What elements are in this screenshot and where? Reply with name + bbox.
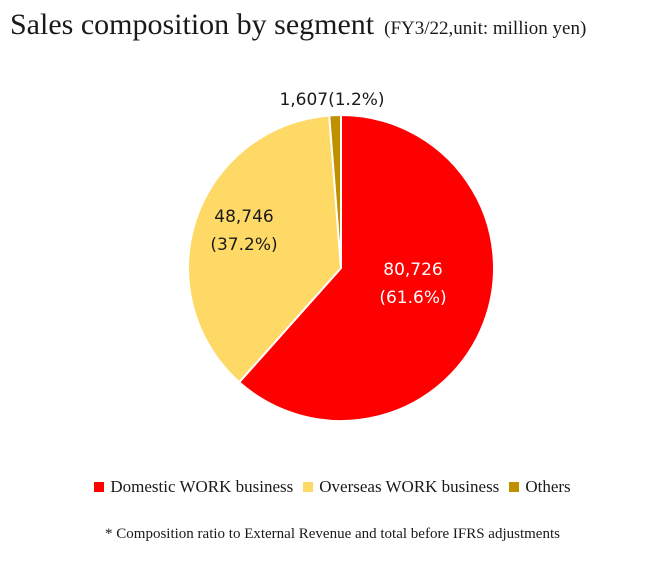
data-label-overseas-value: 48,746 <box>214 207 273 227</box>
legend-swatch-overseas <box>303 482 314 492</box>
legend-item-domestic: Domestic WORK business <box>94 477 293 497</box>
legend-swatch-others <box>509 482 520 492</box>
legend-item-overseas: Overseas WORK business <box>303 477 499 497</box>
data-label-overseas-percent: (37.2%) <box>210 235 277 255</box>
pie-slice-overseas <box>187 114 343 384</box>
chart-title: Sales composition by segment <box>10 8 375 41</box>
data-label-others: 1,607(1.2%) <box>279 90 384 110</box>
footnote: * Composition ratio to External Revenue … <box>105 526 560 542</box>
pie-slice-others <box>328 113 342 269</box>
chart-subtitle: (FY3/22,unit: million yen) <box>384 18 587 39</box>
pie-slice-domestic <box>237 113 495 422</box>
data-label-domestic-value: 80,726 <box>383 260 442 280</box>
legend-swatch-domestic <box>94 482 105 492</box>
legend-label-overseas: Overseas WORK business <box>319 477 500 496</box>
legend-label-domestic: Domestic WORK business <box>110 477 294 496</box>
legend-item-others: Others <box>509 477 571 497</box>
legend-label-others: Others <box>525 477 571 496</box>
chart-title-row: Sales composition by segment (FY3/22,uni… <box>10 8 586 42</box>
legend: Domestic WORK business Overseas WORK bus… <box>0 477 665 497</box>
data-label-domestic-percent: (61.6%) <box>379 288 446 308</box>
